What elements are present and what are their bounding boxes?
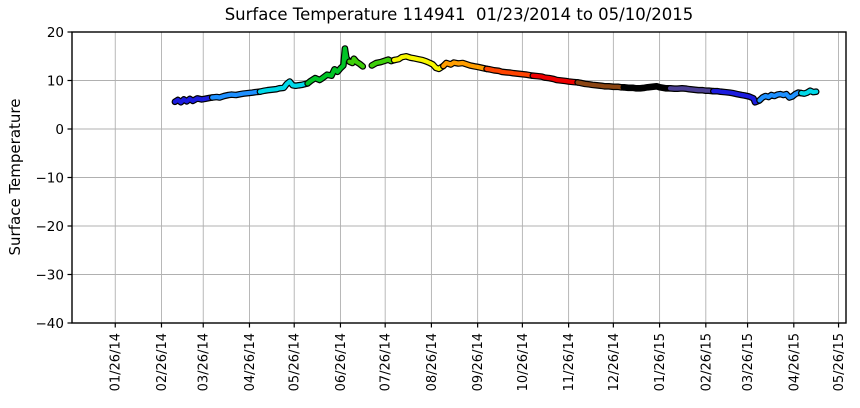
temperature-line-segment xyxy=(667,86,716,94)
chart-title: Surface Temperature 114941 01/23/2014 to… xyxy=(224,5,694,24)
y-tick-label: 0 xyxy=(55,122,64,138)
temperature-line-segment xyxy=(172,95,215,105)
x-tick-label: 03/26/14 xyxy=(197,333,212,391)
y-tick-label: −40 xyxy=(36,316,65,332)
temperature-line-segment xyxy=(621,84,673,91)
y-tick-label: −20 xyxy=(36,219,65,235)
x-tick-label: 10/26/14 xyxy=(516,333,531,391)
x-tick-label: 02/26/15 xyxy=(699,333,714,391)
x-tick-label: 04/26/15 xyxy=(787,333,802,391)
temperature-line-segment xyxy=(305,46,352,86)
temperature-line-segment xyxy=(441,60,489,71)
x-tick-label: 11/26/14 xyxy=(562,333,577,391)
x-tick-label: 09/26/14 xyxy=(471,333,486,391)
temperature-line-segment xyxy=(257,79,310,94)
temperature-line-segment xyxy=(530,73,580,85)
x-tick-label: 12/26/14 xyxy=(607,333,622,391)
temperature-line-segment xyxy=(210,89,262,100)
y-tick-label: −30 xyxy=(36,267,65,283)
x-tick-label: 01/26/14 xyxy=(109,333,124,391)
temperature-line-segment xyxy=(757,90,804,103)
y-tick-label: −10 xyxy=(36,170,65,186)
x-tick-label: 05/26/15 xyxy=(832,333,847,391)
x-tick-label: 08/26/14 xyxy=(425,333,440,391)
x-tick-label: 01/26/15 xyxy=(653,333,668,391)
temperature-line-segment xyxy=(392,54,446,71)
y-tick-label: 20 xyxy=(47,25,64,41)
x-tick-label: 05/26/14 xyxy=(288,333,303,391)
temperature-line-segment xyxy=(484,66,535,78)
temperature-line-segment xyxy=(575,80,626,90)
temperature-line-segment xyxy=(711,89,762,105)
x-tick-label: 07/26/14 xyxy=(379,333,394,391)
temperature-line-segment xyxy=(799,88,819,96)
x-tick-label: 06/26/14 xyxy=(334,333,349,391)
x-tick-label: 02/26/14 xyxy=(155,333,170,391)
y-tick-label: 10 xyxy=(47,73,64,89)
y-axis-label: Surface Temperature xyxy=(6,98,24,256)
x-tick-label: 03/26/15 xyxy=(741,333,756,391)
x-tick-label: 04/26/14 xyxy=(243,333,258,391)
temperature-line-segment xyxy=(347,56,365,69)
